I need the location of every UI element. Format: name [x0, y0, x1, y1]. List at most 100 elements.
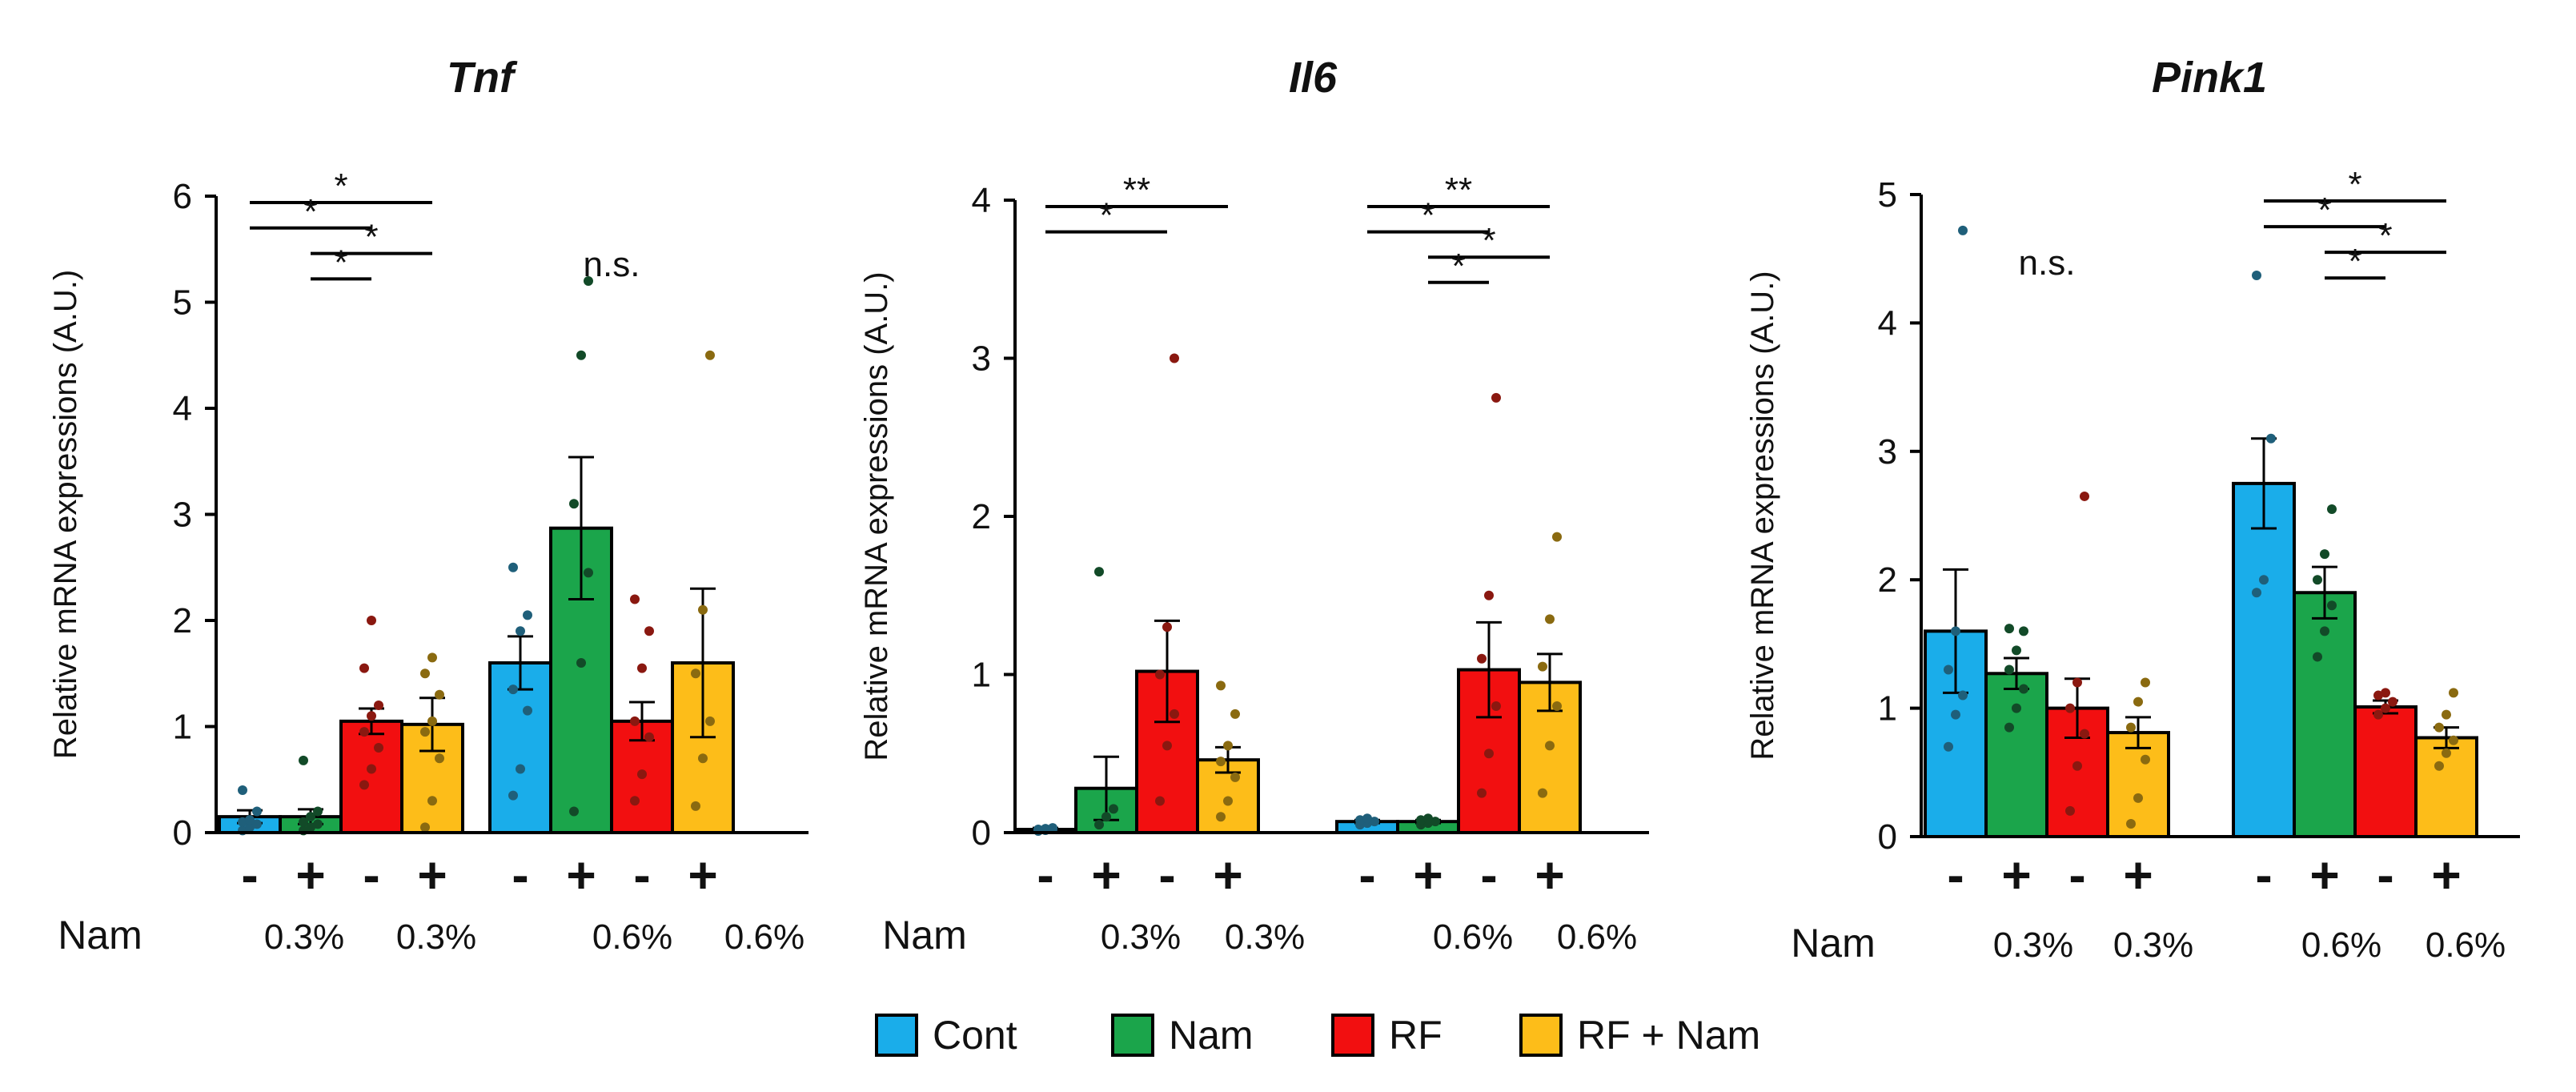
ns-label: n.s. [2019, 243, 2076, 283]
data-point [2065, 703, 2075, 713]
y-tick-label: 0 [1878, 817, 1897, 857]
data-point [2012, 703, 2021, 713]
data-point [1552, 701, 1562, 711]
data-point [1223, 741, 1233, 751]
data-point [2072, 677, 2082, 688]
data-point [238, 817, 247, 827]
data-point [299, 817, 308, 827]
concentration-label: 0.6% [2426, 925, 2506, 965]
data-point [1216, 812, 1226, 822]
data-point [644, 626, 654, 636]
bar-rf [339, 719, 403, 834]
data-point [630, 594, 640, 604]
legend-swatch-rf [1331, 1014, 1374, 1057]
data-point [1491, 701, 1501, 711]
significance-label: * [1099, 196, 1113, 235]
data-point [1491, 392, 1501, 403]
data-point [698, 753, 708, 764]
data-point [252, 806, 262, 817]
y-tick-label: 5 [173, 283, 192, 323]
data-point [374, 701, 383, 710]
data-point [420, 727, 430, 737]
significance-label: * [1451, 247, 1465, 286]
legend-label: Nam [1169, 1013, 1254, 1058]
data-point [1155, 796, 1165, 806]
concentration-label: 0.3% [264, 917, 344, 957]
data-point [2327, 600, 2337, 611]
legend-label: RF + Nam [1577, 1013, 1760, 1058]
y-tick-label: 4 [1878, 303, 1897, 343]
y-tick-label: 3 [972, 339, 991, 379]
significance-label: * [303, 192, 317, 231]
significance-label: ** [1123, 171, 1150, 210]
data-point [2004, 664, 2014, 675]
data-point [359, 727, 369, 737]
data-point [508, 790, 518, 801]
x-sign-label: - [2377, 846, 2393, 904]
data-point [576, 658, 586, 668]
data-point [2442, 748, 2451, 758]
data-point [2449, 688, 2458, 698]
x-sign-label: - [1480, 846, 1497, 904]
y-tick-label: 1 [173, 708, 192, 747]
data-point [359, 780, 369, 790]
data-point [367, 711, 376, 721]
concentration-label: 0.3% [1101, 917, 1181, 957]
x-sign-label: - [2068, 846, 2085, 904]
concentration-label: 0.3% [396, 917, 476, 957]
data-point [584, 276, 593, 286]
data-point [238, 785, 247, 795]
data-point [1484, 749, 1494, 759]
legend-label: Cont [933, 1013, 1017, 1058]
data-point [420, 822, 430, 833]
data-point [359, 663, 369, 673]
data-point [1216, 680, 1226, 691]
data-point [2373, 690, 2383, 701]
significance-label: * [1482, 221, 1495, 260]
y-tick-label: 5 [1878, 175, 1897, 215]
data-point [374, 743, 383, 753]
concentration-label: 0.6% [1557, 917, 1637, 957]
data-point [569, 806, 579, 817]
x-sign-label: + [2309, 846, 2339, 904]
data-point [2388, 697, 2397, 707]
data-point [435, 753, 444, 764]
legend: Cont Nam RF RF + Nam [875, 1013, 1760, 1058]
data-point [1944, 741, 1953, 752]
data-point [1545, 614, 1555, 624]
data-point [1545, 741, 1555, 751]
data-point [1101, 812, 1111, 822]
data-point [1109, 804, 1118, 814]
data-point [313, 819, 323, 829]
y-axis-label: Relative mRNA expressions (A.U.) [859, 271, 894, 761]
y-tick-label: 4 [972, 181, 991, 220]
y-tick-label: 4 [173, 389, 192, 428]
legend-swatch-cont [875, 1014, 918, 1057]
data-point [2004, 722, 2014, 733]
concentration-label: 0.6% [724, 917, 804, 957]
data-point [644, 732, 654, 742]
data-point [2327, 504, 2337, 514]
concentration-label: 0.6% [1433, 917, 1513, 957]
data-point [2019, 626, 2028, 636]
concentration-label: 0.3% [2113, 925, 2193, 965]
x-sign-label: - [363, 846, 379, 904]
data-point [2126, 818, 2136, 829]
x-sign-label: + [688, 846, 717, 904]
data-point [2019, 684, 2028, 694]
x-sign-label: + [1091, 846, 1121, 904]
data-point [2320, 626, 2329, 636]
nam-row-label: Nam [1791, 921, 1876, 966]
y-tick-label: 2 [173, 601, 192, 640]
data-point [1484, 590, 1494, 600]
bar-nam [1984, 672, 2048, 838]
significance-label: * [1421, 196, 1434, 235]
data-point [637, 769, 647, 780]
x-sign-label: + [1213, 846, 1242, 904]
data-point [1162, 622, 1172, 632]
x-sign-label: + [1535, 846, 1564, 904]
data-point [2381, 703, 2390, 713]
data-point [427, 796, 437, 806]
